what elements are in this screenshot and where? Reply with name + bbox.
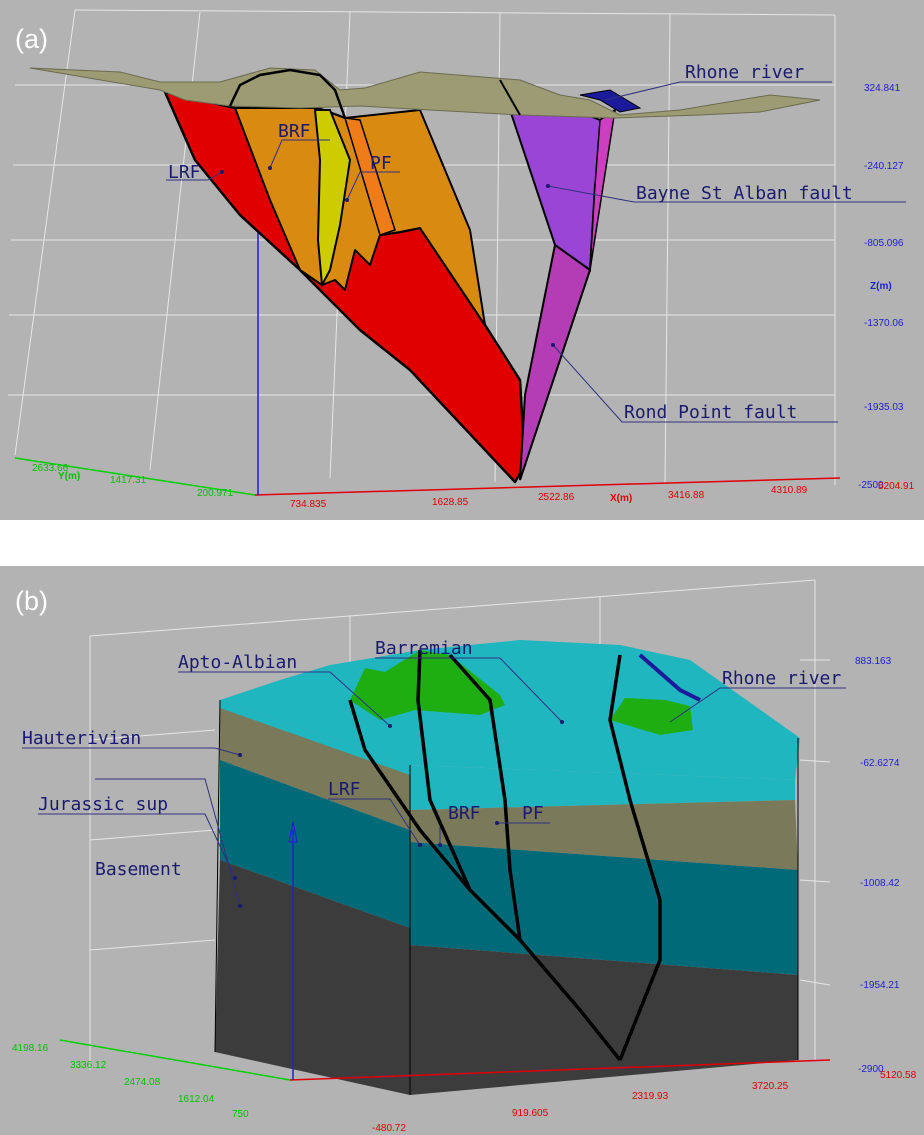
east-fault-trace-b: [608, 654, 662, 1061]
a-z-tick-4: -1935.03: [864, 402, 904, 413]
a-z-axis-title: Z(m): [870, 281, 892, 292]
brf-trace: [228, 68, 347, 119]
pf-fault-surface: [313, 109, 352, 289]
pf-trace-b: [448, 653, 522, 941]
panel-a-label: (a): [15, 24, 48, 54]
hauterivian-label: Hauterivian: [22, 728, 141, 749]
a-z-tick-0: 324.841: [864, 83, 901, 94]
panel-a: (a) Rhone river LRF BRF PF Bayne St Alba…: [0, 0, 924, 520]
panel-b-y-ticks: 4198.16 3336.12 2474.08 1612.04 750: [12, 1043, 249, 1120]
jurassic-front-face: [410, 842, 798, 975]
panel-b-label: (b): [15, 586, 48, 616]
pf-label-b: PF: [522, 803, 544, 824]
b-x-tick-1: 919.605: [512, 1108, 549, 1119]
b-y-tick-1: 3336.12: [70, 1060, 107, 1071]
panel-b: (b) Apto-Albian Barremian Rhone river Ha…: [0, 566, 924, 1135]
basement-label: Basement: [95, 859, 182, 880]
apto-albian-label: Apto-Albian: [178, 652, 297, 673]
b-x-tick-2: 2319.93: [632, 1091, 669, 1102]
lrf-label-a: LRF: [168, 162, 201, 183]
a-y-tick-1: 1417.31: [110, 475, 147, 486]
a-x-tick-3: 3416.88: [668, 490, 705, 501]
basement-left-face: [215, 860, 410, 1095]
b-z-tick-4: -2900: [858, 1064, 884, 1075]
panel-b-y-axis-line: [59, 1039, 291, 1081]
a-x-tick-4: 4310.89: [771, 485, 808, 496]
rhone-river-channel-b: [638, 653, 701, 702]
rond-point-fault-label: Rond Point fault: [624, 402, 797, 423]
a-z-tick-1: -240.127: [864, 161, 904, 172]
a-x-tick-1: 1628.85: [432, 497, 469, 508]
rhone-river-label-b: Rhone river: [722, 668, 841, 689]
panel-b-fault-traces: [348, 649, 662, 1062]
panel-a-x-ticks: 734.835 1628.85 2522.86 3416.88 4310.89 …: [290, 481, 915, 510]
panel-b-box-edges: [214, 699, 799, 1095]
panel-b-z-axis-arrow: [288, 821, 298, 843]
basement-front-face: [410, 945, 798, 1095]
panel-a-y-axis-line: [14, 457, 256, 496]
a-y-axis-title: Y(m): [58, 471, 80, 482]
apto-albian-east-surface: [610, 698, 693, 735]
a-z-tick-3: -1370.06: [864, 318, 904, 329]
bayne-trace: [499, 79, 521, 116]
pf-label-a: PF: [370, 153, 392, 174]
lrf-label-b: LRF: [328, 779, 361, 800]
a-y-tick-0: 2633.66: [32, 463, 69, 474]
barremian-label: Barremian: [375, 638, 473, 659]
rhone-river-label-a: Rhone river: [685, 62, 804, 83]
a-x-tick-0: 734.835: [290, 499, 327, 510]
hauterivian-left-face: [220, 700, 410, 830]
b-x-tick-4: 5120.58: [880, 1070, 917, 1081]
jurassic-sup-label: Jurassic sup: [38, 794, 168, 815]
b-z-tick-3: -1954.21: [860, 980, 900, 991]
b-z-tick-0: 883.163: [855, 656, 892, 667]
apto-albian-top-surface: [350, 650, 505, 720]
b-x-tick-0: -480.72: [372, 1123, 406, 1134]
b-y-tick-4: 750: [232, 1109, 249, 1120]
bayne-fault-label: Bayne St Alban fault: [636, 183, 853, 204]
panel-b-x-ticks: -480.72 919.605 2319.93 3720.25 5120.58: [372, 1070, 917, 1134]
topographic-surface: [29, 67, 821, 119]
panel-a-leaders: [166, 81, 906, 423]
a-y-tick-2: 200.971: [197, 488, 234, 499]
panel-a-label-dots: [220, 166, 555, 347]
a-x-axis-title: X(m): [610, 493, 632, 504]
panel-b-leaders: [22, 657, 846, 907]
b-z-tick-1: -62.6274: [860, 758, 900, 769]
panel-a-z-ticks: 324.841 -240.127 -805.096 -1370.06 -1935…: [858, 83, 904, 491]
b-y-tick-0: 4198.16: [12, 1043, 49, 1054]
panel-b-z-ticks: 883.163 -62.6274 -1008.42 -1954.21 -2900: [855, 656, 900, 1075]
brf-label-b: BRF: [448, 803, 481, 824]
a-x-tick-5: 5204.91: [878, 481, 915, 492]
b-z-tick-2: -1008.42: [860, 878, 900, 889]
panel-b-label-dots: [233, 720, 564, 908]
pf-hanging-wall: [343, 117, 396, 236]
panel-b-grid: [89, 579, 831, 1070]
rhone-river-channel: [579, 89, 642, 113]
panel-b-x-axis-line: [289, 1059, 831, 1081]
a-x-tick-2: 2522.86: [538, 492, 575, 503]
brf-label-a: BRF: [278, 121, 311, 142]
b-y-tick-3: 1612.04: [178, 1094, 215, 1105]
a-z-tick-2: -805.096: [864, 238, 904, 249]
a-z-tick-5: -2500: [858, 480, 884, 491]
brf-trace-b: [416, 649, 472, 891]
jurassic-left-face: [220, 760, 410, 928]
barremian-left-edge: [220, 700, 410, 775]
panel-a-x-axis-line: [254, 477, 841, 496]
b-y-tick-2: 2474.08: [124, 1077, 161, 1088]
panel-a-y-ticks: 2633.66 1417.31 200.971: [32, 463, 234, 499]
rond-point-fault-surface: [519, 243, 592, 481]
b-x-tick-3: 3720.25: [752, 1081, 789, 1092]
